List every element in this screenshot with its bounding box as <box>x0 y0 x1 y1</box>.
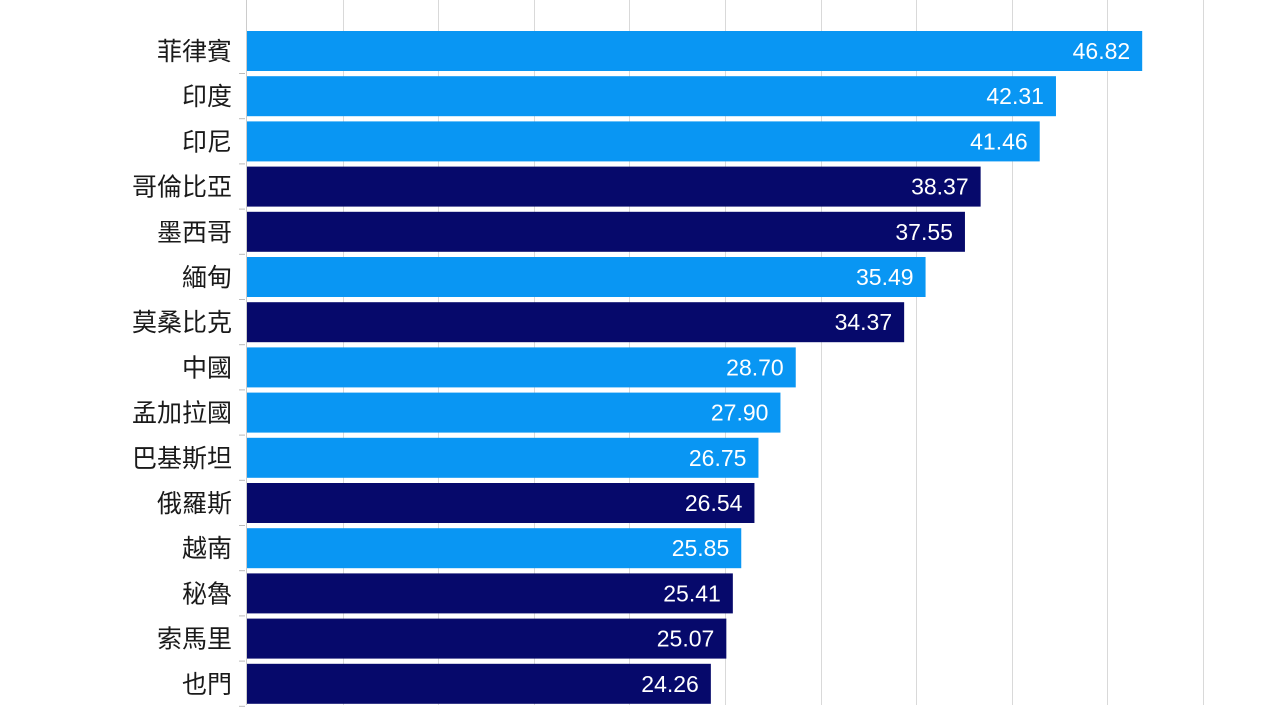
category-label: 秘魯 <box>182 579 232 608</box>
value-label: 25.07 <box>657 626 715 652</box>
bar <box>247 392 781 433</box>
value-label: 38.37 <box>911 174 969 200</box>
bar <box>247 121 1040 162</box>
value-label: 24.26 <box>641 671 699 697</box>
category-label: 緬甸 <box>182 263 232 292</box>
bar <box>247 347 796 388</box>
value-label: 26.75 <box>689 445 747 471</box>
bar <box>247 437 759 478</box>
value-label: 25.85 <box>672 535 730 561</box>
category-label: 菲律賓 <box>157 37 232 66</box>
category-label: 印尼 <box>182 127 232 156</box>
bar <box>247 302 905 343</box>
value-label: 34.37 <box>835 309 893 335</box>
value-label: 35.49 <box>856 264 914 290</box>
bar <box>247 663 711 704</box>
bar <box>247 211 965 252</box>
value-label: 27.90 <box>711 400 769 426</box>
value-label: 26.54 <box>685 490 743 516</box>
category-label: 墨西哥 <box>157 218 232 247</box>
category-label: 巴基斯坦 <box>132 444 232 473</box>
category-label: 哥倫比亞 <box>132 173 232 202</box>
bar <box>247 76 1056 117</box>
bar <box>247 31 1143 71</box>
value-label: 28.70 <box>726 354 784 380</box>
category-label: 中國 <box>182 353 232 382</box>
value-label: 46.82 <box>1073 38 1131 64</box>
category-label: 莫桑比克 <box>132 308 232 337</box>
category-label: 也門 <box>182 670 232 699</box>
value-label: 25.41 <box>663 580 721 606</box>
category-label: 俄羅斯 <box>157 489 232 518</box>
value-label: 37.55 <box>895 219 953 245</box>
bar <box>247 257 926 297</box>
bar <box>247 483 755 523</box>
bar <box>247 618 727 659</box>
bar <box>247 573 733 614</box>
bar <box>247 528 742 569</box>
value-label: 42.31 <box>986 83 1044 109</box>
category-label: 印度 <box>182 82 232 111</box>
category-label: 越南 <box>182 534 232 563</box>
value-label: 41.46 <box>970 128 1028 154</box>
category-label: 孟加拉國 <box>132 399 232 428</box>
category-label: 索馬里 <box>157 625 232 654</box>
bar <box>247 166 981 207</box>
